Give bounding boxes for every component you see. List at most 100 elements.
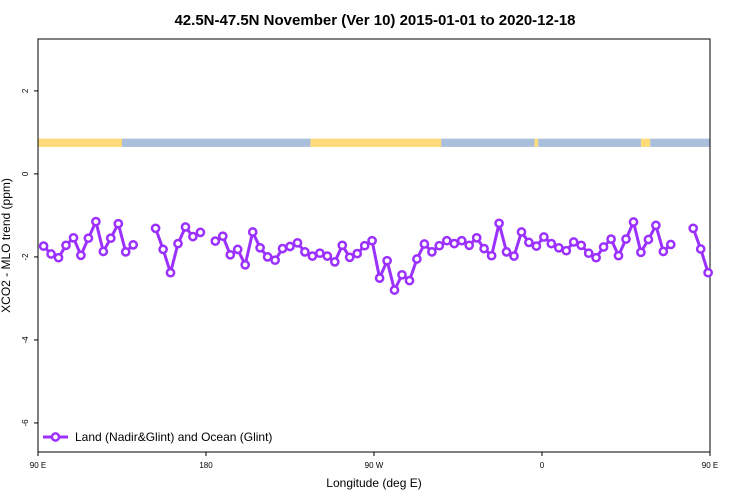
data-point <box>397 269 407 280</box>
data-point <box>404 275 415 286</box>
data-point <box>210 236 221 246</box>
data-point <box>344 252 355 263</box>
data-point <box>576 240 587 251</box>
data-point <box>389 285 400 295</box>
data-point <box>606 234 616 244</box>
data-point <box>665 239 676 250</box>
data-point <box>561 245 572 256</box>
data-point <box>150 223 161 234</box>
strip-ocean-1 <box>122 138 311 147</box>
y-tick-label: -4 <box>21 336 30 344</box>
data-point <box>329 257 340 267</box>
data-point <box>105 233 116 244</box>
data-point <box>322 251 333 261</box>
data-point <box>53 252 64 263</box>
data-point <box>68 232 79 243</box>
data-point <box>471 232 482 243</box>
data-point <box>456 235 467 246</box>
data-point <box>568 237 579 247</box>
strip-land-0 <box>38 138 122 147</box>
strip-ocean-5 <box>538 138 641 147</box>
data-point <box>613 250 624 261</box>
data-point <box>285 241 295 252</box>
data-point <box>315 248 325 259</box>
data-point <box>307 251 318 261</box>
data-point <box>232 244 243 255</box>
data-point <box>270 255 280 266</box>
data-point <box>553 242 564 253</box>
y-tick-label: -2 <box>21 253 30 261</box>
data-point <box>225 249 236 260</box>
strip-land-2 <box>310 138 442 147</box>
data-point <box>516 227 527 237</box>
y-axis-title: XCO2 - MLO trend (ppm) <box>0 178 13 313</box>
data-point <box>217 231 228 242</box>
data-point <box>180 222 191 232</box>
data-point <box>195 227 206 238</box>
x-axis-title: Longitude (deg E) <box>326 476 421 490</box>
data-point <box>165 267 176 278</box>
data-point <box>643 234 654 245</box>
data-point <box>382 255 392 266</box>
strip-ocean-3 <box>441 138 535 147</box>
data-point <box>120 247 131 257</box>
data-point <box>367 235 377 246</box>
data-point <box>158 244 168 255</box>
data-point <box>277 243 288 254</box>
data-point <box>83 233 94 244</box>
strip-ocean-7 <box>650 138 710 147</box>
legend-label: Land (Nadir&Glint) and Ocean (Glint) <box>75 430 272 444</box>
data-point <box>262 252 273 262</box>
data-point <box>703 267 713 278</box>
data-point <box>374 273 385 283</box>
chart-title: 42.5N-47.5N November (Ver 10) 2015-01-01… <box>174 12 575 29</box>
legend-marker <box>50 432 61 442</box>
data-point <box>509 251 519 261</box>
data-point <box>412 254 422 264</box>
data-point <box>598 242 609 252</box>
x-tick-label: 90 W <box>365 461 384 470</box>
data-point <box>524 237 534 248</box>
data-point <box>531 241 542 251</box>
data-point <box>621 234 631 244</box>
data-point <box>434 240 445 251</box>
data-point <box>695 244 706 254</box>
data-point <box>583 248 594 259</box>
data-point <box>113 218 124 229</box>
data-point <box>128 240 139 250</box>
strip-land-4 <box>534 138 539 147</box>
x-tick-label: 180 <box>199 461 213 470</box>
data-point <box>292 237 303 248</box>
data-point <box>46 249 56 259</box>
data-point <box>419 239 430 249</box>
data-point <box>300 247 310 257</box>
data-point <box>359 240 370 251</box>
data-point <box>352 248 363 259</box>
data-point <box>501 247 512 257</box>
data-point <box>173 238 183 249</box>
x-tick-label: 90 E <box>702 461 718 470</box>
data-point <box>38 241 49 251</box>
data-point <box>658 246 669 257</box>
strip-land-6 <box>640 138 651 147</box>
data-point <box>427 247 437 257</box>
data-point <box>441 235 452 246</box>
data-point <box>651 220 661 231</box>
data-point <box>494 218 504 229</box>
data-point <box>479 243 489 254</box>
series-line <box>214 220 672 292</box>
x-tick-label: 90 E <box>30 461 46 470</box>
data-point <box>98 246 109 257</box>
data-point <box>247 227 258 237</box>
y-tick-label: 2 <box>21 88 30 93</box>
data-point <box>76 250 86 261</box>
y-tick-label: -6 <box>21 419 30 427</box>
data-point <box>91 216 101 227</box>
data-point <box>464 240 475 251</box>
data-point <box>591 252 601 263</box>
x-tick-label: 0 <box>540 461 545 470</box>
data-point <box>449 238 460 249</box>
data-point <box>188 231 198 242</box>
data-point <box>255 242 265 253</box>
